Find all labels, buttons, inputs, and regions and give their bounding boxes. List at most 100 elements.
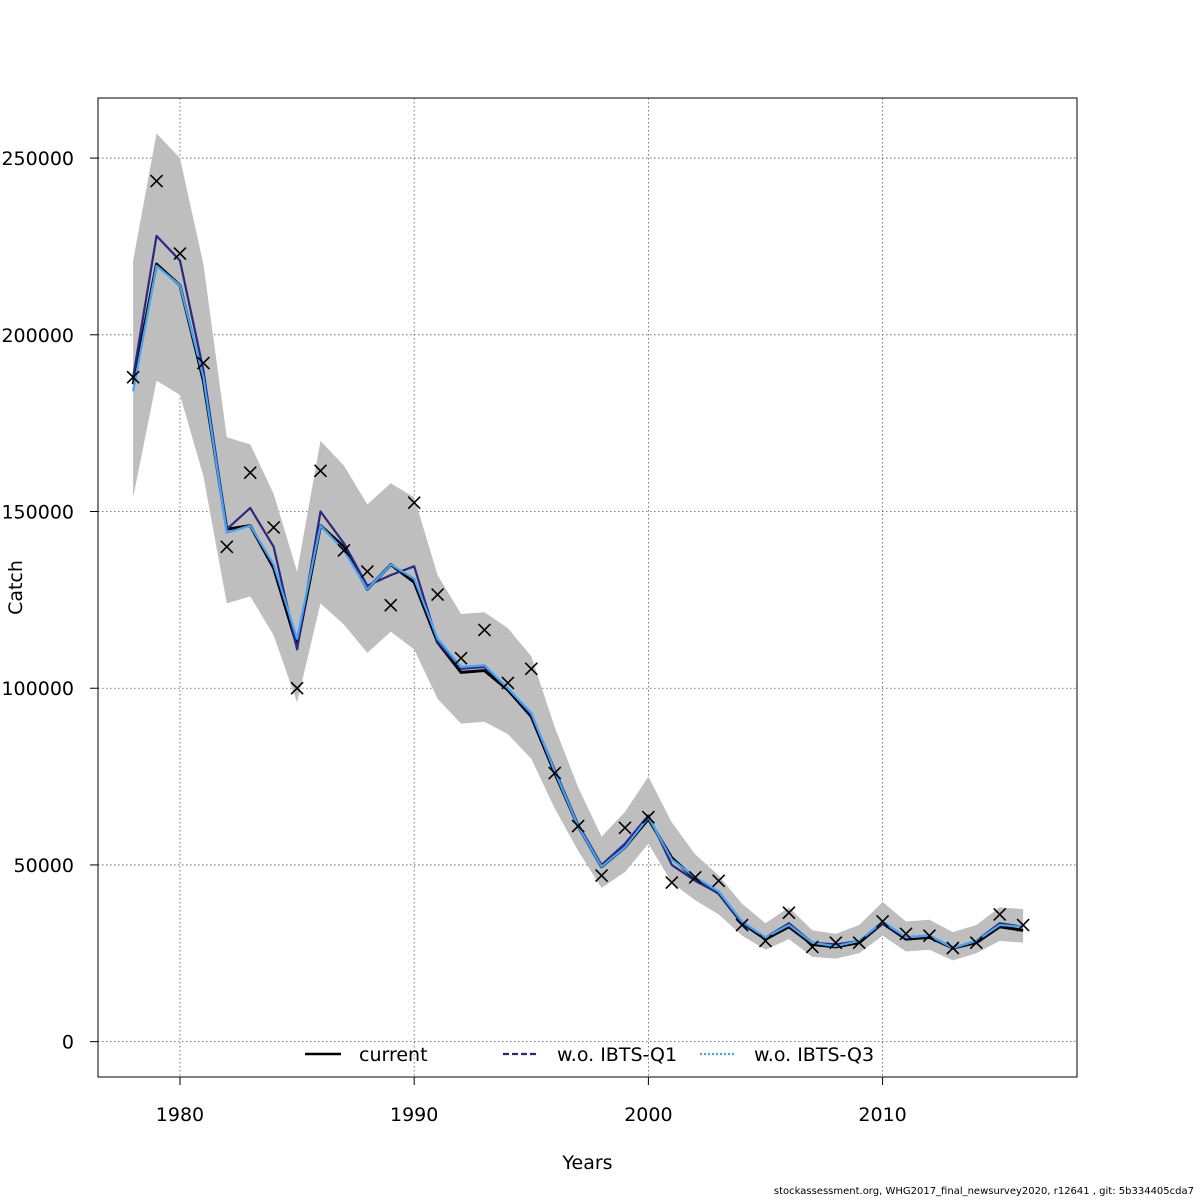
observation-point xyxy=(360,565,374,579)
x-tick-label: 1980 xyxy=(156,1104,204,1126)
observation-point xyxy=(1016,918,1030,932)
observation-point xyxy=(267,520,281,534)
observation-stroke xyxy=(548,766,562,780)
observation-stroke xyxy=(805,940,819,954)
observation-stroke xyxy=(852,936,866,950)
legend: current w.o. IBTS-Q1 w.o. IBTS-Q3 xyxy=(305,1044,874,1066)
legend-item-1: current xyxy=(305,1044,428,1066)
observation-stroke xyxy=(407,496,421,510)
observation-markers xyxy=(126,174,1030,955)
observation-stroke xyxy=(243,466,257,480)
observation-point xyxy=(571,819,585,833)
observation-stroke xyxy=(337,543,351,557)
observation-stroke xyxy=(454,651,468,665)
observation-point xyxy=(758,934,773,948)
observation-point xyxy=(173,246,187,261)
legend-label: w.o. IBTS-Q3 xyxy=(754,1044,874,1066)
observation-point xyxy=(384,598,398,612)
observation-point xyxy=(220,540,234,554)
observation-stroke xyxy=(665,876,679,890)
observation-point xyxy=(524,662,538,676)
observation-point xyxy=(852,936,866,950)
confidence-band xyxy=(133,133,1024,961)
observation-point xyxy=(313,464,328,478)
observation-stroke xyxy=(431,588,445,602)
x-tick-label: 2000 xyxy=(624,1104,672,1126)
y-tick-label: 250000 xyxy=(1,148,74,170)
axis-ticks: 1980 1990 2000 2010 0 50000 100000 150000 200000… xyxy=(1,148,906,1126)
observation-point xyxy=(454,651,468,665)
observation-point xyxy=(243,466,257,480)
observation-point xyxy=(337,543,351,557)
observation-point xyxy=(290,681,304,695)
observation-stroke xyxy=(758,934,773,948)
observation-stroke xyxy=(899,927,913,941)
observation-stroke xyxy=(1016,918,1030,932)
observation-point xyxy=(782,906,796,920)
observation-point xyxy=(946,941,960,955)
plot-frame xyxy=(97,97,1078,1078)
observation-point xyxy=(993,907,1007,921)
observation-point xyxy=(665,876,679,890)
observation-stroke xyxy=(126,370,140,384)
observation-stroke xyxy=(196,356,210,370)
observation-point xyxy=(641,810,655,824)
observation-stroke xyxy=(993,907,1007,921)
observation-stroke xyxy=(290,681,304,695)
legend-label: w.o. IBTS-Q1 xyxy=(557,1044,677,1066)
observation-stroke xyxy=(501,676,515,690)
observation-point xyxy=(829,936,843,950)
y-tick-label: 50000 xyxy=(14,855,74,877)
observation-point xyxy=(735,918,749,932)
observation-stroke xyxy=(360,565,374,579)
observation-point xyxy=(431,588,445,602)
observation-point xyxy=(407,496,421,510)
legend-item-3: w.o. IBTS-Q3 xyxy=(700,1044,874,1066)
observation-point xyxy=(805,940,819,954)
observation-stroke xyxy=(267,520,281,534)
observation-point xyxy=(548,766,562,780)
observation-point xyxy=(899,927,913,941)
observation-point xyxy=(876,914,890,929)
observation-point xyxy=(126,370,140,384)
y-axis-title: Catch xyxy=(5,560,27,615)
y-tick-label: 100000 xyxy=(1,678,74,700)
observation-point xyxy=(688,870,702,884)
observation-stroke xyxy=(618,821,632,835)
observation-stroke xyxy=(594,868,609,883)
observation-point xyxy=(149,174,164,188)
observation-stroke xyxy=(477,623,492,637)
observation-point xyxy=(477,623,492,637)
observation-point xyxy=(594,868,609,883)
observation-stroke xyxy=(384,598,398,612)
observation-stroke xyxy=(641,810,655,824)
observation-stroke xyxy=(173,246,187,261)
observation-stroke xyxy=(571,819,585,833)
legend-label: current xyxy=(359,1044,428,1066)
x-tick-label: 1990 xyxy=(390,1104,438,1126)
observation-stroke xyxy=(922,929,937,943)
observation-point xyxy=(969,936,983,950)
observation-point xyxy=(618,821,632,835)
observation-stroke xyxy=(149,174,164,188)
observation-stroke xyxy=(313,464,328,478)
observation-stroke xyxy=(829,936,843,950)
observation-stroke xyxy=(220,540,234,554)
observation-point xyxy=(501,676,515,690)
observation-stroke xyxy=(712,874,726,888)
observation-stroke xyxy=(782,906,796,920)
observation-point xyxy=(922,929,937,943)
observation-stroke xyxy=(946,941,960,955)
observation-stroke xyxy=(876,914,890,929)
x-axis-title: Years xyxy=(561,1152,612,1174)
observation-point xyxy=(196,356,210,370)
observation-point xyxy=(712,874,726,888)
confidence-band-area xyxy=(133,133,1024,961)
y-tick-label: 200000 xyxy=(1,325,74,347)
footer-note: stockassessment.org, WHG2017_final_newsu… xyxy=(773,1186,1194,1197)
x-tick-label: 2010 xyxy=(858,1104,906,1126)
y-tick-label: 0 xyxy=(62,1032,74,1054)
observation-stroke xyxy=(969,936,983,950)
legend-item-2: w.o. IBTS-Q1 xyxy=(503,1044,677,1066)
